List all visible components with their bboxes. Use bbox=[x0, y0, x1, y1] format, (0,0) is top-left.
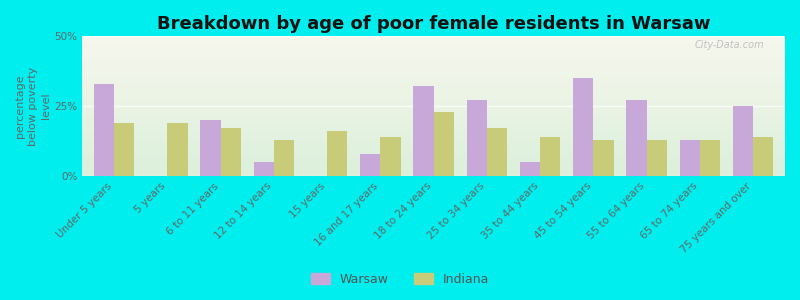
Text: City-Data.com: City-Data.com bbox=[694, 40, 764, 50]
Bar bbox=[254, 162, 274, 176]
Title: Breakdown by age of poor female residents in Warsaw: Breakdown by age of poor female resident… bbox=[157, 15, 710, 33]
Bar bbox=[414, 86, 434, 176]
Bar bbox=[733, 106, 753, 176]
Bar bbox=[167, 123, 187, 176]
Legend: Warsaw, Indiana: Warsaw, Indiana bbox=[306, 268, 494, 291]
Bar bbox=[679, 140, 700, 176]
Bar bbox=[380, 137, 401, 176]
Bar bbox=[487, 128, 507, 176]
Bar bbox=[221, 128, 241, 176]
Bar bbox=[594, 140, 614, 176]
Bar bbox=[520, 162, 540, 176]
Y-axis label: percentage
below poverty
level: percentage below poverty level bbox=[15, 66, 51, 146]
Bar bbox=[327, 131, 347, 176]
Bar bbox=[274, 140, 294, 176]
Bar bbox=[114, 123, 134, 176]
Bar bbox=[434, 112, 454, 176]
Bar bbox=[200, 120, 221, 176]
Bar bbox=[540, 137, 560, 176]
Bar bbox=[360, 154, 380, 176]
Bar bbox=[466, 100, 487, 176]
Bar bbox=[700, 140, 720, 176]
Bar bbox=[646, 140, 666, 176]
Bar bbox=[753, 137, 774, 176]
Bar bbox=[94, 84, 114, 176]
Bar bbox=[626, 100, 646, 176]
Bar bbox=[573, 78, 594, 176]
